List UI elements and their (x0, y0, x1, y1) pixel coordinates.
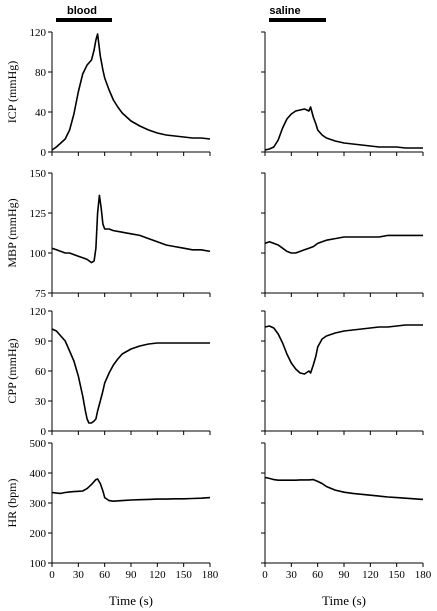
x-tick-label: 180 (415, 569, 432, 581)
x-tick-label: 90 (339, 569, 351, 581)
x-axis-label-right: Time (s) (322, 593, 366, 608)
x-tick-label: 150 (388, 569, 405, 581)
x-tick-label: 60 (99, 569, 111, 581)
y-tick-label: 400 (30, 468, 47, 480)
panel-right-row-3 (261, 310, 424, 435)
y-tick-label: 30 (35, 396, 47, 408)
y-tick-label: 0 (41, 147, 47, 159)
series-line (264, 234, 423, 254)
x-tick-label: 150 (175, 569, 192, 581)
x-tick-label: 0 (262, 569, 268, 581)
x-tick-label: 90 (126, 569, 138, 581)
y-tick-label: 125 (30, 208, 47, 220)
series-line (51, 33, 211, 151)
panel-right-row-1 (261, 31, 424, 156)
y-tick-label: 500 (30, 438, 47, 450)
y-tick-label: 100 (30, 248, 47, 260)
panel-right-row-2 (261, 172, 424, 297)
panel-left-row-1: 0 40 80 120 (30, 27, 211, 159)
blood-label: blood (67, 5, 97, 17)
y-tick-label: 200 (30, 528, 47, 540)
series-line (264, 106, 423, 151)
y-tick-label: 60 (35, 366, 47, 378)
x-tick-label: 120 (149, 569, 166, 581)
x-tick-label: 60 (312, 569, 324, 581)
panels: ICP (mmHg) 0 40 80 120 MBP (mmHg) 75 100 125 150 C… (5, 27, 432, 581)
saline-label: saline (269, 5, 300, 17)
column-blood: blood Time (s) (56, 5, 153, 608)
x-tick-label: 0 (49, 569, 55, 581)
saline-bar (269, 18, 326, 22)
y-axis-label-row-3: CPP (mmHg) (5, 338, 19, 403)
x-tick-label: 30 (73, 569, 85, 581)
series-line (51, 478, 211, 502)
x-tick-label: 30 (286, 569, 298, 581)
y-axis-label-row-2: MBP (mmHg) (5, 198, 19, 267)
y-tick-label: 150 (30, 168, 47, 180)
series-line (51, 328, 210, 424)
y-tick-label: 90 (35, 336, 47, 348)
y-tick-label: 0 (41, 426, 47, 438)
y-tick-label: 75 (35, 288, 47, 300)
panel-left-row-3: 0 30 60 90 120 (30, 306, 211, 438)
y-axis-label-row-1: ICP (mmHg) (5, 61, 19, 124)
x-tick-label: 120 (362, 569, 379, 581)
column-saline: saline Time (s) (269, 5, 366, 608)
panel-right-row-4: 0 30 60 90 120 150 180 (261, 442, 432, 581)
series-line (51, 194, 211, 264)
y-tick-label: 80 (35, 67, 47, 79)
panel-left-row-2: 75 100 125 150 (30, 168, 211, 300)
y-axis-label-row-4: HR (bpm) (5, 479, 19, 528)
blood-bar (56, 18, 112, 22)
y-tick-label: 120 (30, 27, 47, 39)
x-axis-label-left: Time (s) (109, 593, 153, 608)
panel-left-row-4: 100 200 300 400 500 0 30 60 90 120 150 180 (30, 438, 219, 581)
y-tick-label: 300 (30, 498, 47, 510)
y-tick-label: 40 (35, 107, 47, 119)
series-line (264, 476, 424, 501)
y-tick-label: 100 (30, 558, 47, 570)
series-line (264, 324, 423, 375)
x-tick-label: 180 (202, 569, 219, 581)
y-tick-label: 120 (30, 306, 47, 318)
